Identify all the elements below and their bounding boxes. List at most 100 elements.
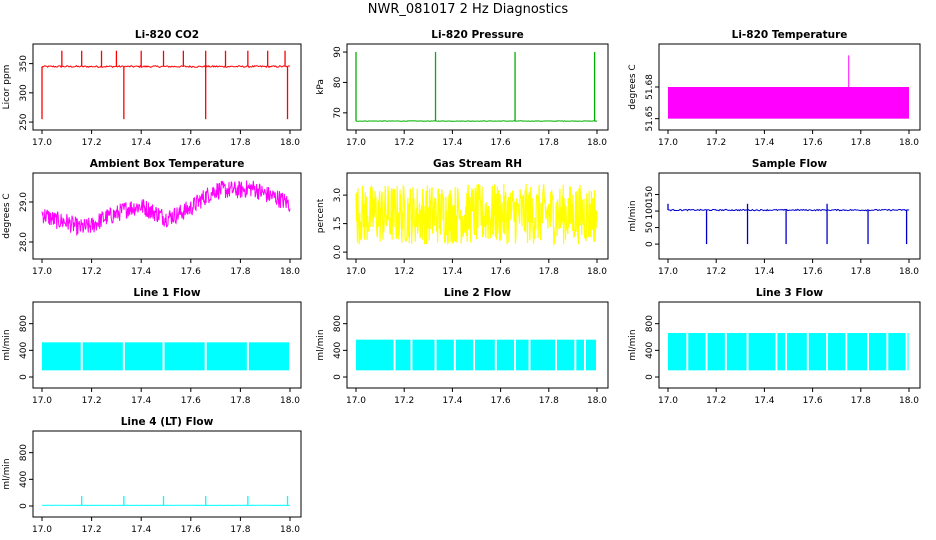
x-tick-label: 17.8 <box>851 396 871 406</box>
panel-title: Li-820 Pressure <box>431 29 524 41</box>
y-tick-label: 51.68 <box>645 74 655 100</box>
data-line <box>355 183 598 247</box>
panel-line1: Line 1 Flow ml/min 17.0 17.2 17.4 17.6 17.8 18.… <box>2 287 302 406</box>
panel-title: Gas Stream RH <box>433 158 522 170</box>
y-axis-label: ml/min <box>316 329 326 360</box>
y-axis-label: percent <box>316 198 326 233</box>
y-tick-label: 3.0 <box>333 188 343 203</box>
y-tick-label: 150 <box>645 186 655 203</box>
y-axis-label: ml/min <box>2 329 12 360</box>
x-tick-label: 17.6 <box>491 267 511 277</box>
panel-pressure: Li-820 Pressure kPa 17.0 17.2 17.4 17.6 17.8 18… <box>316 29 609 148</box>
panel-title: Line 1 Flow <box>133 287 200 299</box>
y-tick-label: 70 <box>333 107 343 119</box>
x-tick-label: 17.6 <box>803 267 823 277</box>
series-pressure <box>355 52 598 122</box>
figure-title: NWR_081017 2 Hz Diagnostics <box>367 2 569 17</box>
data-line <box>41 180 291 236</box>
y-tick-label: 400 <box>19 341 29 358</box>
x-tick-label: 17.6 <box>491 396 511 406</box>
panel-ambient: Ambient Box Temperature degrees C 17.0 17.2… <box>2 158 302 277</box>
y-tick-label: 90 <box>333 46 343 58</box>
x-tick-label: 18.0 <box>587 138 607 148</box>
series-ambient <box>41 180 291 236</box>
x-tick-label: 17.4 <box>131 396 151 406</box>
y-tick-label: 400 <box>333 341 343 358</box>
y-tick-label: 28.0 <box>19 232 29 252</box>
y-axis-label: degrees C <box>628 64 638 109</box>
x-tick-label: 17.0 <box>658 138 678 148</box>
x-tick-label: 17.8 <box>539 138 559 148</box>
data-segment <box>356 339 394 371</box>
panel-title: Ambient Box Temperature <box>90 158 245 170</box>
x-tick-label: 17.6 <box>181 267 201 277</box>
y-tick-label: 100 <box>645 202 655 219</box>
series-line1 <box>42 342 290 371</box>
y-tick-label: 800 <box>19 444 29 461</box>
y-tick-label: 350 <box>19 55 29 72</box>
data-segment <box>496 339 515 371</box>
x-tick-label: 17.4 <box>754 267 774 277</box>
y-tick-label: 800 <box>19 315 29 332</box>
data-segment <box>436 339 454 371</box>
data-line <box>356 120 598 122</box>
x-tick-label: 17.8 <box>230 138 250 148</box>
y-axis-label: ml/min <box>628 200 638 231</box>
y-axis-label: Licor ppm <box>2 65 12 110</box>
data-segment <box>82 342 123 371</box>
x-tick-label: 17.8 <box>230 396 250 406</box>
x-tick-label: 17.6 <box>803 138 823 148</box>
x-tick-label: 17.6 <box>181 525 201 535</box>
x-tick-label: 18.0 <box>899 396 919 406</box>
data-segment <box>576 339 584 371</box>
series-sample_flow <box>667 203 910 245</box>
panel-title: Li-820 Temperature <box>732 29 848 41</box>
x-tick-label: 18.0 <box>280 396 300 406</box>
x-tick-label: 17.4 <box>442 267 462 277</box>
data-segment <box>828 333 846 371</box>
data-segment <box>847 333 868 371</box>
data-segment <box>787 333 807 371</box>
x-tick-label: 17.0 <box>32 525 52 535</box>
panel-line3: Line 3 Flow ml/min 17.0 17.2 17.4 17.6 17.8 18.… <box>628 287 921 406</box>
data-line <box>41 64 291 69</box>
data-segment <box>748 333 776 371</box>
data-segment <box>248 342 290 371</box>
x-tick-label: 17.2 <box>82 267 102 277</box>
y-tick-label: 29.0 <box>19 192 29 212</box>
y-tick-label: 0 <box>333 374 343 380</box>
data-segment <box>516 339 529 371</box>
y-tick-label: 80 <box>333 76 343 88</box>
x-tick-label: 17.2 <box>706 396 726 406</box>
y-axis-label: ml/min <box>628 329 638 360</box>
y-tick-label: 400 <box>19 470 29 487</box>
panel-line2: Line 2 Flow ml/min 17.0 17.2 17.4 17.6 17.8 18.… <box>316 287 609 406</box>
series-rh <box>355 183 598 247</box>
y-tick-label: 300 <box>19 84 29 101</box>
x-tick-label: 18.0 <box>899 138 919 148</box>
x-tick-label: 17.6 <box>803 396 823 406</box>
x-tick-label: 18.0 <box>587 267 607 277</box>
y-tick-label: 250 <box>19 113 29 130</box>
y-tick-label: 1.5 <box>333 216 343 230</box>
x-tick-label: 17.6 <box>181 138 201 148</box>
x-tick-label: 17.8 <box>230 267 250 277</box>
data-segment <box>164 342 205 371</box>
panel-rh: Gas Stream RH percent 17.0 17.2 17.4 17.6 17.8… <box>316 158 609 277</box>
y-tick-label: 800 <box>645 315 655 332</box>
x-tick-label: 18.0 <box>280 525 300 535</box>
data-segment <box>395 339 411 371</box>
data-segment <box>412 339 435 371</box>
data-segment <box>868 333 887 371</box>
data-band <box>668 87 909 119</box>
x-tick-label: 17.0 <box>346 267 366 277</box>
x-tick-label: 17.8 <box>851 138 871 148</box>
panel-title: Sample Flow <box>752 158 827 170</box>
x-tick-label: 17.0 <box>658 267 678 277</box>
data-segment <box>124 342 163 371</box>
x-tick-label: 17.4 <box>754 138 774 148</box>
x-tick-label: 17.8 <box>230 525 250 535</box>
data-segment <box>530 339 556 371</box>
y-tick-label: 0 <box>19 503 29 509</box>
panel-line4: Line 4 (LT) Flow ml/min 17.0 17.2 17.4 17.6 17… <box>2 416 302 535</box>
